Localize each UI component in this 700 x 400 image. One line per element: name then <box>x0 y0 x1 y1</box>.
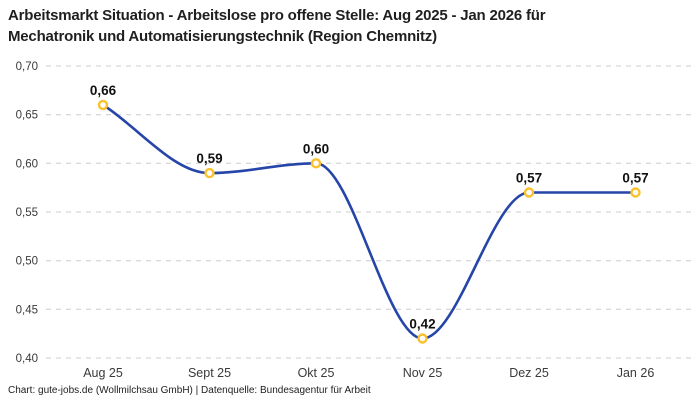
y-tick-label: 0,50 <box>16 256 38 268</box>
x-tick-label: Jan 26 <box>617 366 655 380</box>
data-point-label: 0,57 <box>622 171 648 186</box>
x-tick-label: Sept 25 <box>188 366 231 380</box>
y-tick-label: 0,40 <box>16 353 38 365</box>
chart-title-line1: Arbeitsmarkt Situation - Arbeitslose pro… <box>8 7 546 24</box>
x-tick-label: Dez 25 <box>509 366 549 380</box>
data-point-label: 0,60 <box>303 141 329 156</box>
data-point-label: 0,66 <box>90 83 117 98</box>
data-point-marker <box>310 158 322 169</box>
x-tick-label: Aug 25 <box>83 366 123 380</box>
data-point-marker <box>630 187 641 198</box>
data-point-marker <box>97 99 109 111</box>
data-point-marker <box>417 333 428 344</box>
data-point-markers <box>97 99 641 344</box>
chart-title-line2: Mechatronik und Automatisierungstechnik … <box>8 28 437 45</box>
data-point-marker <box>204 167 215 179</box>
y-axis-labels: 0,70 0,65 0,60 0,55 0,50 0,45 0,40 <box>16 61 38 365</box>
gridlines <box>46 65 692 359</box>
data-point-marker <box>523 187 535 198</box>
x-tick-label: Nov 25 <box>403 366 443 380</box>
data-point-label: 0,59 <box>196 151 222 166</box>
x-axis-labels: Aug 25 Sept 25 Okt 25 Nov 25 Dez 25 Jan 26 <box>83 366 654 380</box>
data-point-label: 0,42 <box>409 317 435 332</box>
y-tick-label: 0,55 <box>16 207 38 219</box>
data-point-label: 0,57 <box>516 171 542 186</box>
series-line <box>101 103 637 340</box>
data-point-value-labels: 0,66 0,59 0,60 0,42 0,57 0,57 <box>90 83 649 332</box>
y-tick-label: 0,65 <box>16 110 38 122</box>
y-tick-label: 0,45 <box>16 304 38 316</box>
y-tick-label: 0,70 <box>16 61 38 73</box>
chart-title: Arbeitsmarkt Situation - Arbeitslose pro… <box>8 5 692 47</box>
x-tick-label: Okt 25 <box>298 366 335 380</box>
source-attribution: Chart: gute-jobs.de (Wollmilchsau GmbH) … <box>8 385 371 396</box>
y-tick-label: 0,60 <box>16 158 38 170</box>
